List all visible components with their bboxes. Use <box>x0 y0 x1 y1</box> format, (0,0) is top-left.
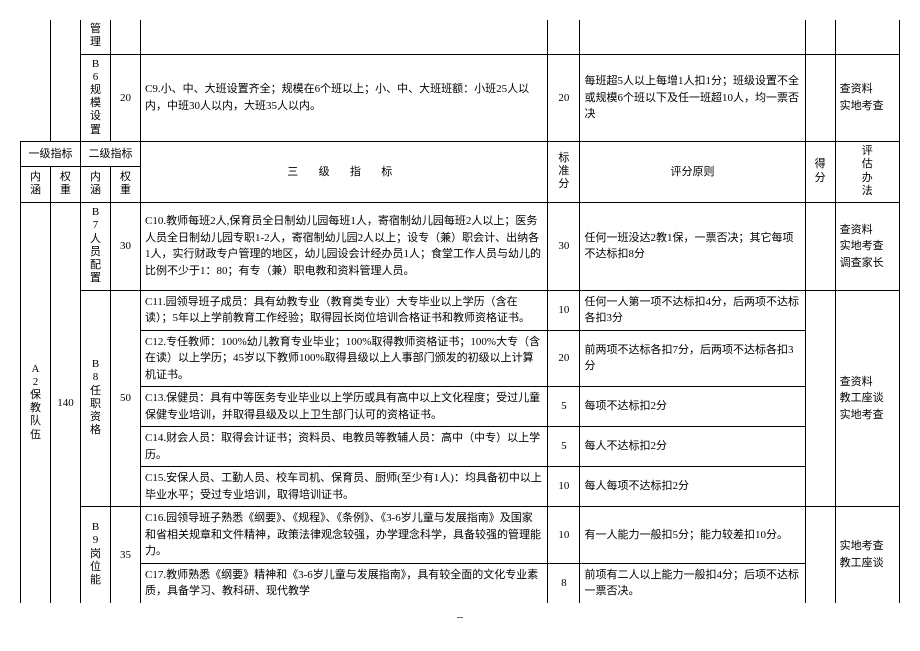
cell-b6-label: B6规模设置 <box>81 54 111 141</box>
cell-c15-text: C15.安保人员、工勤人员、校车司机、保育员、厨师(至少有1人)：均具备初中以上… <box>141 467 548 507</box>
cell-b9-score <box>805 507 835 603</box>
cell-b8-weight: 50 <box>111 290 141 507</box>
cell-c17-std: 8 <box>548 563 580 603</box>
hdr-std: 标准分 <box>548 142 580 203</box>
cell-c11-text: C11.园领导班子成员：具有幼教专业（教育类专业）大专毕业以上学历（含在读）；5… <box>141 290 548 330</box>
header-row-1: 一级指标 二级指标 三 级 指 标 标准分 评分原则 得分 评估办法 <box>21 142 900 167</box>
cell-b6-weight: 20 <box>111 54 141 141</box>
cell-c10-score <box>805 203 835 290</box>
row-b-management: 管理 <box>21 20 900 54</box>
cell-b9-method: 实地考查 教工座谈 <box>835 507 899 603</box>
cell-b7-weight: 30 <box>111 203 141 290</box>
cell-b8-method: 查资料 教工座谈 实地考查 <box>835 290 899 507</box>
footer-dash: – <box>20 609 900 624</box>
cell-c14-std: 5 <box>548 427 580 467</box>
row-c12: C12.专任教师：100%幼儿教育专业毕业；100%取得教师资格证书；100%大… <box>21 330 900 387</box>
evaluation-table: 管理 B6规模设置 20 C9.小、中、大班设置齐全；规模在6个班以上；小、中、… <box>20 20 900 603</box>
cell-a2-weight: 140 <box>51 203 81 603</box>
row-c13: C13.保健员：具有中等医务专业毕业以上学历或具有高中以上文化程度；受过儿童保健… <box>21 387 900 427</box>
cell-c10-text: C10.教师每班2人,保育员全日制幼儿园每班1人，寄宿制幼儿园每班2人以上；医务… <box>141 203 548 290</box>
row-c16: B9岗位能 35 C16.园领导班子熟悉《纲要》、《规程》、《条例》、《3-6岁… <box>21 507 900 564</box>
cell-a2-label: A2保教队伍 <box>21 203 51 603</box>
cell-c12-std: 20 <box>548 330 580 387</box>
hdr-wt2: 权重 <box>111 166 141 202</box>
row-b6: B6规模设置 20 C9.小、中、大班设置齐全；规模在6个班以上；小、中、大班班… <box>21 54 900 141</box>
cell-c13-std: 5 <box>548 387 580 427</box>
cell-c10-rule: 任何一班没达2教1保，一票否决；其它每项不达标扣8分 <box>580 203 805 290</box>
cell-c16-std: 10 <box>548 507 580 564</box>
cell-c13-text: C13.保健员：具有中等医务专业毕业以上学历或具有高中以上文化程度；受过儿童保健… <box>141 387 548 427</box>
hdr-score: 得分 <box>805 142 835 203</box>
cell-c12-rule: 前两项不达标各扣7分，后两项不达标各扣3分 <box>580 330 805 387</box>
cell-b8-score <box>805 290 835 507</box>
hdr-nh1: 内涵 <box>21 166 51 202</box>
cell-b9-label: B9岗位能 <box>81 507 111 603</box>
cell-c11-std: 10 <box>548 290 580 330</box>
hdr-nh2: 内涵 <box>81 166 111 202</box>
row-c10: A2保教队伍 140 B7人员配置 30 C10.教师每班2人,保育员全日制幼儿… <box>21 203 900 290</box>
cell-c11-rule: 任何一人第一项不达标扣4分，后两项不达标各扣3分 <box>580 290 805 330</box>
cell-b-mgmt: 管理 <box>81 20 111 54</box>
row-c14: C14.财会人员：取得会计证书；资料员、电教员等教辅人员：高中（中专）以上学历。… <box>21 427 900 467</box>
cell-c13-rule: 每项不达标扣2分 <box>580 387 805 427</box>
hdr-l2: 二级指标 <box>81 142 141 167</box>
cell-c16-text: C16.园领导班子熟悉《纲要》、《规程》、《条例》、《3-6岁儿童与发展指南》及… <box>141 507 548 564</box>
row-c11: B8任职资格 50 C11.园领导班子成员：具有幼教专业（教育类专业）大专毕业以… <box>21 290 900 330</box>
cell-c10-method: 查资料 实地考查 调查家长 <box>835 203 899 290</box>
cell-c14-text: C14.财会人员：取得会计证书；资料员、电教员等教辅人员：高中（中专）以上学历。 <box>141 427 548 467</box>
cell-c9-score <box>805 54 835 141</box>
row-c15: C15.安保人员、工勤人员、校车司机、保育员、厨师(至少有1人)：均具备初中以上… <box>21 467 900 507</box>
row-c17: C17.教师熟悉《纲要》精神和《3-6岁儿童与发展指南》，具有较全面的文化专业素… <box>21 563 900 603</box>
cell-b9-weight: 35 <box>111 507 141 603</box>
cell-b7-label: B7人员配置 <box>81 203 111 290</box>
hdr-method: 评估办法 <box>835 142 899 203</box>
cell-c16-rule: 有一人能力一般扣5分；能力较差扣10分。 <box>580 507 805 564</box>
hdr-l3: 三 级 指 标 <box>141 142 548 203</box>
cell-c9: C9.小、中、大班设置齐全；规模在6个班以上；小、中、大班班额：小班25人以内，… <box>141 54 548 141</box>
cell-c9-method: 查资料 实地考查 <box>835 54 899 141</box>
cell-c17-rule: 前项有二人以上能力一般扣4分；后项不达标一票否决。 <box>580 563 805 603</box>
hdr-l1: 一级指标 <box>21 142 81 167</box>
cell-c15-std: 10 <box>548 467 580 507</box>
cell-c15-rule: 每人每项不达标扣2分 <box>580 467 805 507</box>
cell-c9-rule: 每班超5人以上每增1人扣1分；班级设置不全或规模6个班以下及任一班超10人，均一… <box>580 54 805 141</box>
cell-c17-text: C17.教师熟悉《纲要》精神和《3-6岁儿童与发展指南》，具有较全面的文化专业素… <box>141 563 548 603</box>
cell-b8-label: B8任职资格 <box>81 290 111 507</box>
cell-c10-std: 30 <box>548 203 580 290</box>
hdr-rule: 评分原则 <box>580 142 805 203</box>
cell-c14-rule: 每人不达标扣2分 <box>580 427 805 467</box>
hdr-wt1: 权重 <box>51 166 81 202</box>
cell-c12-text: C12.专任教师：100%幼儿教育专业毕业；100%取得教师资格证书；100%大… <box>141 330 548 387</box>
cell-c9-std: 20 <box>548 54 580 141</box>
